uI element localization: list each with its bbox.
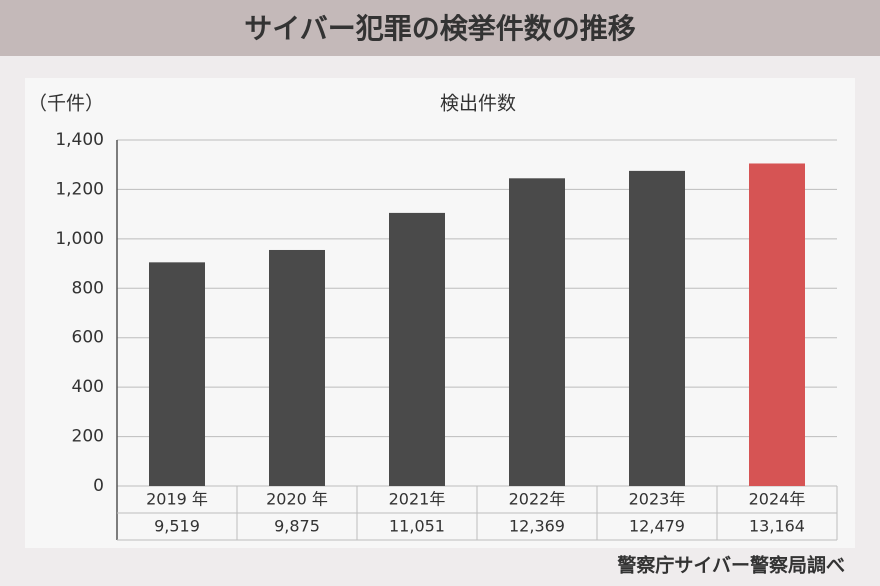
bar (269, 249, 325, 486)
table-cell: 12,369 (509, 517, 565, 536)
chart-subtitle: 検出件数 (440, 93, 516, 115)
y-tick-label: 1,400 (55, 130, 104, 150)
table-cell: 9,519 (154, 517, 200, 536)
x-tick-label: 2022年 (509, 490, 566, 509)
y-unit: （千件） (28, 93, 104, 115)
source-note: 警察庁サイバー警察局調べ (617, 554, 845, 577)
x-tick-label: 2019 年 (146, 490, 208, 509)
y-tick-label: 600 (72, 328, 104, 348)
table-cell: 9,875 (274, 517, 320, 536)
table-cell: 13,164 (749, 517, 805, 536)
bar (389, 212, 445, 486)
table-cell: 12,479 (629, 517, 685, 536)
table-cell: 11,051 (389, 517, 445, 536)
x-tick-label: 2020 年 (266, 490, 328, 509)
bar (509, 178, 565, 487)
y-tick-label: 200 (72, 427, 104, 447)
y-tick-label: 400 (72, 377, 104, 397)
x-tick-label: 2023年 (629, 490, 686, 509)
y-tick-label: 0 (93, 476, 104, 496)
bar (149, 262, 205, 486)
chart-title: サイバー犯罪の検挙件数の推移 (244, 12, 635, 45)
x-tick-label: 2024年 (749, 490, 806, 509)
x-tick-label: 2021年 (389, 490, 446, 509)
header-band (0, 0, 880, 56)
y-tick-label: 1,000 (55, 229, 104, 249)
y-tick-label: 1,200 (55, 179, 104, 199)
bar (749, 163, 805, 486)
bar (629, 170, 685, 486)
y-tick-label: 800 (72, 278, 104, 298)
